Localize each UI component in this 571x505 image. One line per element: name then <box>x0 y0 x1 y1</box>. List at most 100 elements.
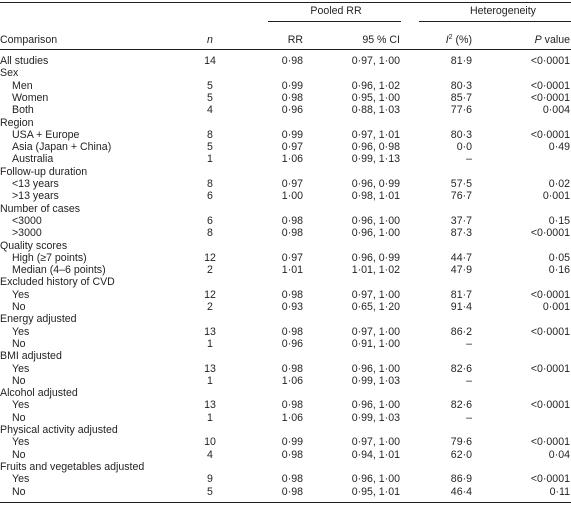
row-i-squared: 46·4 <box>450 485 472 498</box>
row-label: <3000 <box>12 214 42 227</box>
row-ci: 0·97, 1·00 <box>351 436 400 449</box>
table-row: Yes 13 0·98 0·96, 1·00 82·6 <0·0001 <box>0 399 571 411</box>
row-n: 14 <box>204 55 216 67</box>
table-row: Yes 12 0·98 0·97, 1·00 81·7 <0·0001 <box>0 289 571 301</box>
row-ci: 0·91, 1·00 <box>351 337 400 350</box>
row-n: 2 <box>207 264 213 277</box>
row-p-value: 0·001 <box>542 190 570 203</box>
row-label: Yes <box>12 362 30 375</box>
row-label: No <box>12 374 26 387</box>
row-label: No <box>12 411 26 424</box>
row-p-value: 0·04 <box>548 448 570 461</box>
row-ci: 0·96, 1·00 <box>351 227 400 240</box>
table-section-row: Physical activity adjusted <box>0 424 571 436</box>
row-n: 2 <box>207 301 213 313</box>
row-rr: 0·98 <box>281 214 303 227</box>
row-i-squared: 37·7 <box>450 214 472 227</box>
row-i-squared: 87·3 <box>450 227 472 240</box>
row-label: No <box>12 485 26 498</box>
bottom-rule <box>0 502 571 503</box>
header-comparison: Comparison <box>0 34 58 46</box>
header-heterogeneity: Heterogeneity <box>470 5 536 17</box>
row-label: All studies <box>0 55 49 67</box>
row-p-value: <0·0001 <box>530 227 570 240</box>
row-n: 1 <box>207 411 213 424</box>
row-p-value: 0·001 <box>542 301 570 313</box>
table-row: >13 years 6 1·00 0·98, 1·01 76·7 0·001 <box>0 190 571 202</box>
table-row: No 1 1·06 0·99, 1·03 – <box>0 375 571 387</box>
row-i-squared: 76·7 <box>450 190 472 203</box>
row-label: Women <box>12 91 49 104</box>
row-ci: 0·98, 1·01 <box>351 190 400 203</box>
row-rr: 0·96 <box>281 337 303 350</box>
row-label: High (≥7 points) <box>12 251 87 264</box>
row-ci: 0·99, 1·03 <box>351 374 400 387</box>
row-rr: 0·98 <box>281 473 303 486</box>
row-label: <13 years <box>12 178 59 190</box>
row-rr: 0·97 <box>281 251 303 264</box>
row-n: 1 <box>207 153 213 166</box>
row-rr: 0·98 <box>281 485 303 498</box>
row-i-squared: – <box>466 411 472 424</box>
row-p-value: <0·0001 <box>530 79 570 92</box>
row-n: 1 <box>207 337 213 350</box>
row-rr: 0·98 <box>281 55 303 67</box>
table-section-row: Region <box>0 117 571 129</box>
row-rr: 0·98 <box>281 448 303 461</box>
row-p-value: <0·0001 <box>530 399 570 412</box>
row-label: Number of cases <box>0 202 81 215</box>
row-label: USA + Europe <box>12 128 80 141</box>
row-rr: 0·97 <box>281 141 303 154</box>
row-i-squared: 80·3 <box>450 79 472 92</box>
row-n: 8 <box>207 227 213 240</box>
row-ci: 0·99, 1·03 <box>351 411 400 424</box>
row-ci: 0·97, 1·00 <box>351 55 400 67</box>
row-ci: 0·97, 1·00 <box>351 325 400 338</box>
row-i-squared: 85·7 <box>450 91 472 104</box>
row-n: 8 <box>207 178 213 190</box>
row-i-squared: 77·6 <box>450 104 472 117</box>
table-row: Yes 9 0·98 0·96, 1·00 86·9 <0·0001 <box>0 473 571 485</box>
table-row: >3000 8 0·98 0·96, 1·00 87·3 <0·0001 <box>0 227 571 239</box>
table-section-row: Follow-up duration <box>0 166 571 178</box>
row-n: 1 <box>207 374 213 387</box>
row-ci: 0·97, 1·00 <box>351 288 400 301</box>
row-ci: 0·65, 1·20 <box>351 301 400 313</box>
row-ci: 0·96, 1·02 <box>351 79 400 92</box>
row-rr: 1·06 <box>281 411 303 424</box>
row-label: No <box>12 448 26 461</box>
row-i-squared: 81·7 <box>450 288 472 301</box>
row-label: Asia (Japan + China) <box>12 141 112 154</box>
table-section-row: Energy adjusted <box>0 313 571 325</box>
row-label: Men <box>12 79 33 92</box>
row-n: 5 <box>207 485 213 498</box>
row-label: >13 years <box>12 190 59 203</box>
row-rr: 0·97 <box>281 178 303 190</box>
row-p-value: 0·15 <box>548 214 570 227</box>
row-i-squared: 0·0 <box>456 141 472 154</box>
table-row: No 1 0·96 0·91, 1·00 – <box>0 338 571 350</box>
row-label: Quality scores <box>0 239 68 252</box>
row-p-value: 0·004 <box>542 104 570 117</box>
row-i-squared: 91·4 <box>450 301 472 313</box>
row-p-value: <0·0001 <box>530 288 570 301</box>
row-rr: 0·93 <box>281 301 303 313</box>
header-ci: 95 % CI <box>362 34 400 46</box>
table-section-row: Number of cases <box>0 203 571 215</box>
row-p-value: 0·11 <box>549 485 570 498</box>
row-p-value: <0·0001 <box>530 128 570 141</box>
row-label: Fruits and vegetables adjusted <box>0 460 145 473</box>
row-p-value: 0·05 <box>548 251 570 264</box>
row-i-squared: 81·9 <box>450 55 472 67</box>
row-label: Excluded history of CVD <box>0 276 115 289</box>
row-i-squared: – <box>466 337 472 350</box>
row-p-value: <0·0001 <box>530 436 570 449</box>
row-i-squared: – <box>466 153 472 166</box>
row-ci: 0·95, 1·01 <box>351 485 400 498</box>
row-i-squared: 82·6 <box>450 399 472 412</box>
header-n: n <box>207 34 213 46</box>
row-i-squared: 79·6 <box>450 436 472 449</box>
row-rr: 1·06 <box>281 153 303 166</box>
row-label: BMI adjusted <box>0 350 62 363</box>
row-p-value: <0·0001 <box>530 91 570 104</box>
